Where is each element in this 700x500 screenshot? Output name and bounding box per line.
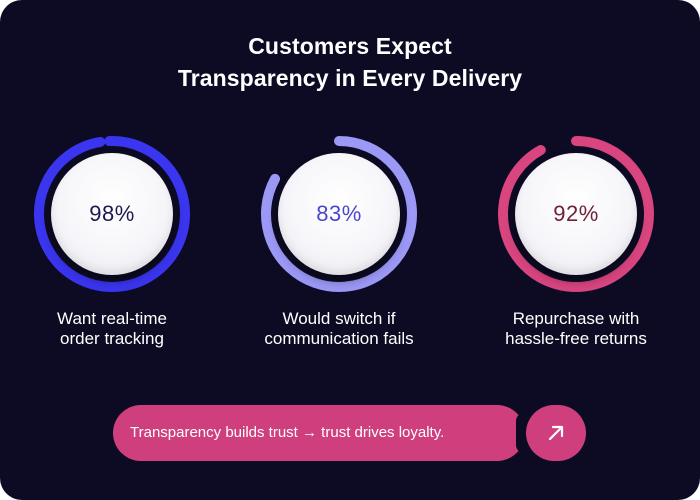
cta-banner xyxy=(113,405,525,461)
gauge-label-communication-line-2: communication fails xyxy=(264,329,414,348)
gauge-value-tracking: 98% xyxy=(89,201,135,226)
gauge-value-communication: 83% xyxy=(316,201,362,226)
gauge-disc-communication: 83% xyxy=(278,153,400,275)
gauge-label-returns-line-2: hassle-free returns xyxy=(505,329,647,348)
gauge-arc-communication xyxy=(261,136,417,292)
cta-text: Transparency builds trust → trust drives… xyxy=(130,424,445,441)
cta-arrow-button[interactable] xyxy=(526,405,586,461)
gauge-arc-tracking xyxy=(34,136,190,292)
gauge-label-tracking: Want real-time order tracking xyxy=(2,309,222,349)
gauge-label-tracking-line-1: Want real-time xyxy=(57,309,167,328)
gauge-label-communication-line-1: Would switch if xyxy=(282,309,396,328)
gauge-label-communication: Would switch if communication fails xyxy=(229,309,449,349)
gauge-label-returns-line-1: Repurchase with xyxy=(512,309,640,328)
gauge-disc-returns: 92% xyxy=(515,153,637,275)
chart-title: Customers Expect Transparency in Every D… xyxy=(0,30,700,94)
gauge-disc-tracking: 98% xyxy=(51,153,173,275)
gauge-rings xyxy=(34,136,654,292)
title-line-2: Transparency in Every Delivery xyxy=(177,65,523,91)
gauge-label-tracking-line-2: order tracking xyxy=(60,329,164,348)
gauge-row: 98% 83% 92% xyxy=(0,130,700,300)
gauge-label-returns: Repurchase with hassle-free returns xyxy=(466,309,686,349)
title-line-1: Customers Expect xyxy=(248,33,452,59)
gauge-arc-returns xyxy=(498,136,654,292)
arrow-up-right-icon xyxy=(548,425,564,441)
gauge-value-returns: 92% xyxy=(553,201,599,226)
